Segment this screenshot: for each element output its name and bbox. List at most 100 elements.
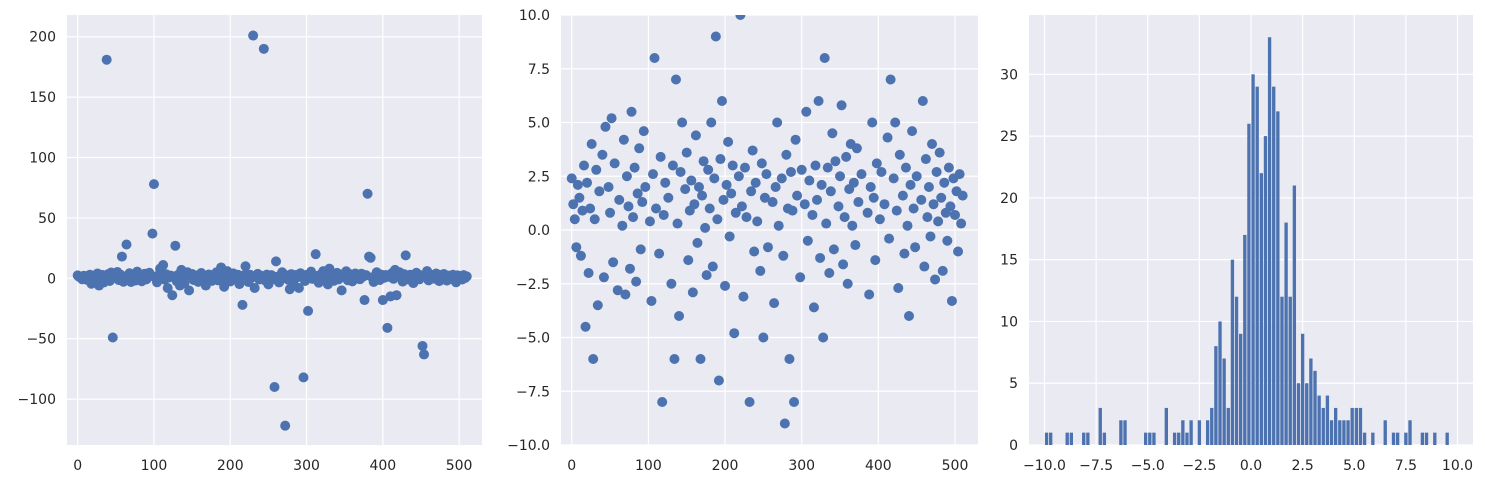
scatter-point xyxy=(647,169,658,180)
scatter-point xyxy=(870,255,881,266)
scatter-point xyxy=(718,194,729,205)
scatter-point xyxy=(848,177,859,188)
scatter-point xyxy=(927,139,938,149)
histogram-bar xyxy=(1267,37,1272,445)
scatter-point xyxy=(736,201,747,212)
histogram-bar xyxy=(1218,321,1222,445)
data-marks xyxy=(566,15,968,429)
scatter-point xyxy=(697,190,708,201)
scatter-point xyxy=(672,218,683,229)
scatter-point xyxy=(934,147,945,158)
x-tick-label: 500 xyxy=(446,458,473,474)
scatter-point xyxy=(841,151,852,162)
y-tick-label: 15 xyxy=(1000,253,1018,269)
histogram-bar xyxy=(1185,432,1189,445)
scatter-point xyxy=(893,283,904,294)
x-tick-label: 0.0 xyxy=(1240,458,1262,474)
scatter-point xyxy=(868,192,879,203)
scatter-point xyxy=(816,179,827,190)
x-tick-label: 100 xyxy=(635,458,662,474)
scatter-point xyxy=(879,199,890,210)
histogram-bar xyxy=(1123,420,1127,445)
histogram-bar xyxy=(1408,420,1412,445)
scatter-point xyxy=(614,194,625,205)
y-tick-label: 200 xyxy=(29,30,56,46)
scatter-point xyxy=(365,252,376,263)
scatter-point xyxy=(629,162,640,173)
histogram-bar xyxy=(1164,407,1168,445)
scatter-point xyxy=(400,250,411,261)
scatter-point xyxy=(755,265,766,276)
histogram-bar xyxy=(1420,432,1425,445)
scatter-point xyxy=(824,268,835,278)
histogram-bar xyxy=(1243,234,1247,445)
y-tick-label: 2.5 xyxy=(528,169,550,185)
scatter-point xyxy=(271,256,282,267)
histogram-bar xyxy=(1280,296,1284,445)
data-marks xyxy=(72,30,472,431)
scatter-point xyxy=(850,240,861,251)
y-tick-label: 25 xyxy=(1000,129,1018,145)
scatter-point xyxy=(867,117,878,128)
scatter-point xyxy=(609,158,620,169)
scatter-point xyxy=(101,54,112,65)
scatter-point xyxy=(674,311,685,321)
histogram-bar xyxy=(1272,86,1276,445)
scatter-point xyxy=(692,237,703,248)
scatter-point xyxy=(417,340,428,351)
scatter-point xyxy=(698,156,709,167)
scatter-point xyxy=(931,166,942,177)
scatter-point xyxy=(585,203,596,214)
scatter-point xyxy=(833,201,844,212)
scatter-point xyxy=(801,106,812,117)
middle-scatter-panel-zoomed: 0 100 200 300 400 500 −10.0 −7.5 −5.0 −2.5 0.0 2.5 5… xyxy=(507,8,978,474)
scatter-point xyxy=(827,128,838,139)
histogram-bar xyxy=(1300,333,1305,445)
scatter-point xyxy=(729,328,740,339)
scatter-point xyxy=(167,290,178,301)
histogram-bar xyxy=(1239,333,1243,445)
histogram-bar xyxy=(1148,432,1152,445)
scatter-point xyxy=(569,214,580,225)
y-tick-label: 5 xyxy=(1009,376,1018,392)
x-tick-label: 200 xyxy=(712,458,739,474)
scatter-point xyxy=(582,177,593,188)
scatter-point xyxy=(778,250,789,261)
scatter-point xyxy=(720,280,731,291)
scatter-point xyxy=(612,285,623,296)
scatter-point xyxy=(638,126,649,137)
histogram-bar xyxy=(1305,383,1309,445)
right-histogram-panel: −10.0 −7.5 −5.0 −2.5 0.0 2.5 5.0 7.5 10.0 0 5 10 15 2… xyxy=(1000,15,1473,474)
x-tick-label: 7.5 xyxy=(1395,458,1417,474)
scatter-point xyxy=(876,166,887,177)
scatter-point xyxy=(592,300,603,311)
scatter-point xyxy=(750,177,761,188)
scatter-point xyxy=(240,261,251,272)
scatter-point xyxy=(770,182,781,192)
histogram-bar xyxy=(1445,432,1449,445)
scatter-point xyxy=(362,188,373,199)
scatter-point xyxy=(792,190,803,201)
x-tick-label: 10.0 xyxy=(1442,458,1473,474)
y-tick-label: 10 xyxy=(1000,314,1018,330)
scatter-point xyxy=(789,397,800,407)
scatter-point xyxy=(810,160,821,171)
y-tick-label: 5.0 xyxy=(528,116,550,132)
scatter-point xyxy=(583,268,594,278)
y-tick-label: 10.0 xyxy=(519,8,550,24)
scatter-point xyxy=(904,311,915,321)
scatter-point xyxy=(293,282,304,293)
scatter-point xyxy=(716,96,727,106)
histogram-bar xyxy=(1205,420,1210,445)
x-tick-label: −2.5 xyxy=(1182,458,1216,474)
scatter-point xyxy=(836,100,847,111)
scatter-point xyxy=(689,199,700,210)
scatter-point xyxy=(925,231,936,242)
scatter-point xyxy=(899,248,910,259)
scatter-point xyxy=(807,209,818,220)
scatter-point xyxy=(566,173,577,184)
scatter-point xyxy=(781,149,792,160)
histogram-bar xyxy=(1325,395,1330,445)
histogram-bar xyxy=(1362,432,1367,445)
